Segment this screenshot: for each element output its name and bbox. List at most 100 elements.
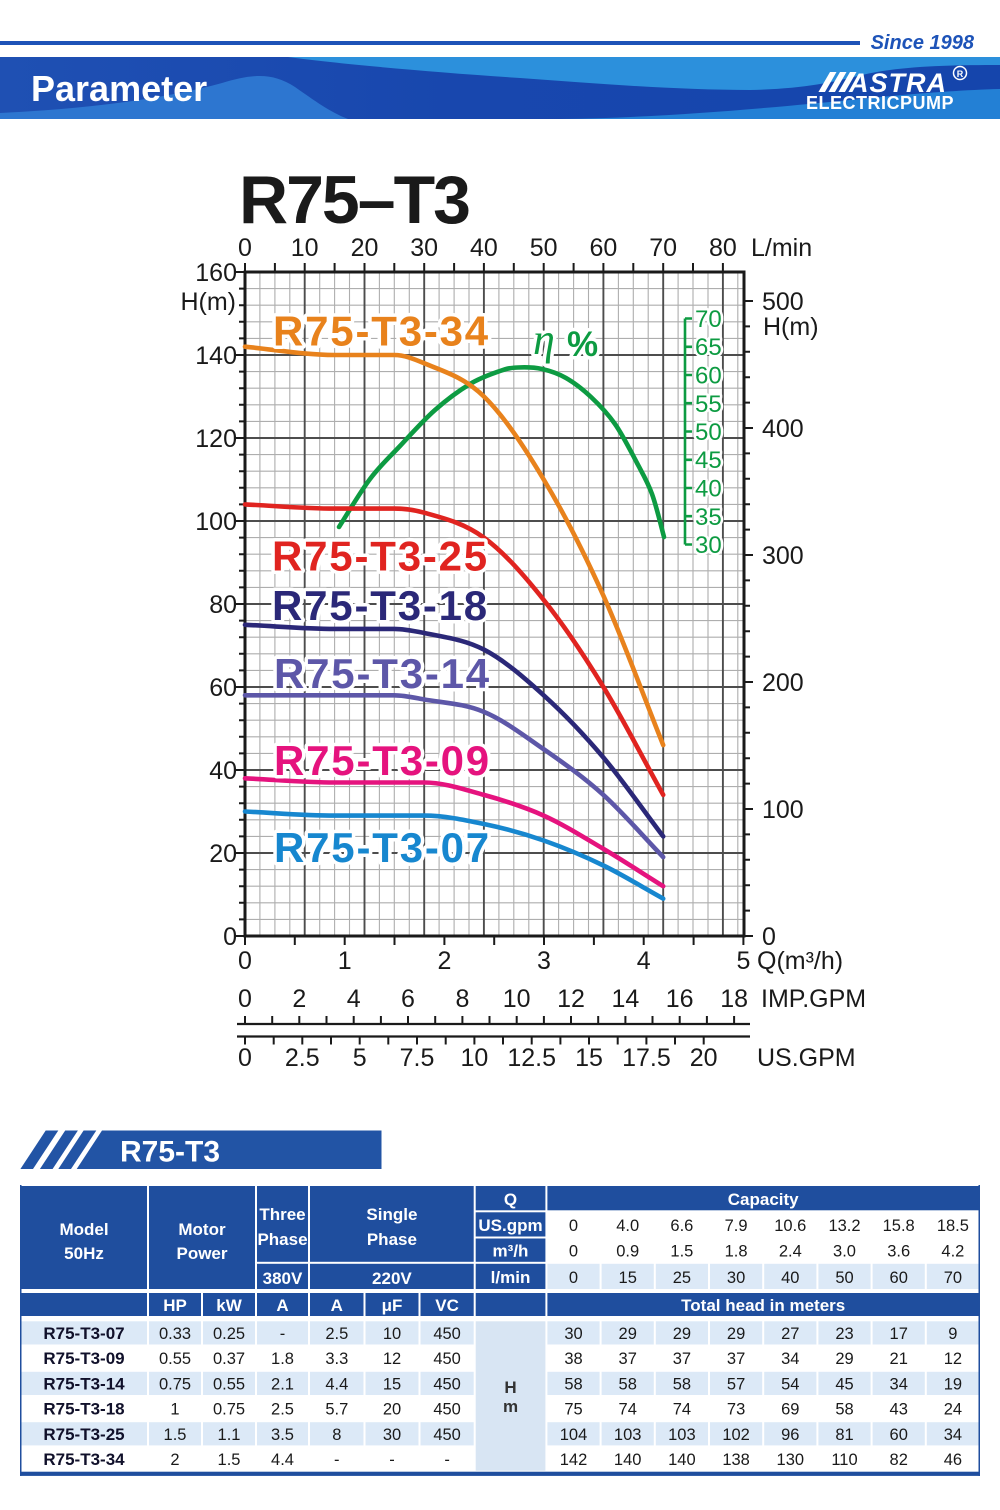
svg-text:US.gpm: US.gpm [478,1216,542,1235]
svg-text:0: 0 [238,1044,252,1072]
svg-text:0.75: 0.75 [213,1401,245,1419]
svg-text:17.5: 17.5 [622,1044,671,1072]
svg-text:20: 20 [690,1044,718,1072]
svg-text:0.55: 0.55 [213,1375,245,1393]
svg-text:Parameter: Parameter [31,68,207,109]
svg-text:ASTRA: ASTRA [848,68,947,98]
svg-text:35: 35 [695,504,722,531]
svg-text:17: 17 [890,1325,908,1343]
svg-text:0.55: 0.55 [159,1350,191,1368]
svg-text:29: 29 [835,1350,853,1368]
svg-text:0.37: 0.37 [213,1350,245,1368]
svg-text:4: 4 [637,947,651,975]
svg-text:0.9: 0.9 [616,1243,639,1261]
svg-text:R75-T3-18: R75-T3-18 [272,582,489,629]
svg-text:-: - [334,1451,340,1469]
svg-text:220V: 220V [372,1269,412,1288]
svg-text:25: 25 [673,1269,691,1287]
svg-text:R75-T3-14: R75-T3-14 [43,1374,125,1393]
svg-text:12: 12 [557,985,585,1013]
svg-text:50: 50 [695,419,722,446]
svg-text:Three: Three [259,1205,305,1224]
svg-text:58: 58 [564,1375,582,1393]
svg-text:10: 10 [383,1325,401,1343]
svg-text:%: % [567,325,598,364]
svg-text:34: 34 [781,1350,799,1368]
svg-text:74: 74 [673,1401,691,1419]
svg-text:15.8: 15.8 [883,1217,915,1235]
svg-text:m³/h: m³/h [493,1242,529,1261]
svg-text:2: 2 [292,985,306,1013]
svg-text:45: 45 [835,1375,853,1393]
svg-text:450: 450 [433,1350,461,1368]
svg-text:0: 0 [569,1243,578,1261]
svg-text:24: 24 [944,1401,962,1419]
svg-text:50Hz: 50Hz [64,1244,104,1263]
svg-text:Single: Single [366,1205,417,1224]
svg-text:μF: μF [382,1296,403,1315]
svg-text:1.8: 1.8 [725,1243,748,1261]
svg-text:20: 20 [383,1401,401,1419]
svg-text:R75-T3-09: R75-T3-09 [274,737,491,784]
svg-text:kW: kW [216,1296,242,1315]
svg-text:3.3: 3.3 [325,1350,348,1368]
svg-text:1.5: 1.5 [670,1243,693,1261]
svg-text:4.0: 4.0 [616,1217,639,1235]
svg-text:45: 45 [695,447,722,474]
svg-text:29: 29 [727,1325,745,1343]
svg-text:12.5: 12.5 [507,1044,556,1072]
svg-text:Q(m³/h): Q(m³/h) [757,947,843,975]
svg-text:34: 34 [890,1375,908,1393]
svg-text:1: 1 [338,947,352,975]
svg-text:19: 19 [944,1375,962,1393]
svg-text:30: 30 [564,1325,582,1343]
svg-text:70: 70 [649,234,677,262]
svg-text:8: 8 [332,1426,341,1444]
svg-text:3.5: 3.5 [271,1426,294,1444]
svg-text:82: 82 [890,1451,908,1469]
svg-text:1.1: 1.1 [218,1426,241,1444]
svg-text:20: 20 [209,840,237,868]
svg-text:450: 450 [433,1426,461,1444]
svg-text:57: 57 [727,1375,745,1393]
svg-text:US.GPM: US.GPM [757,1044,856,1072]
svg-text:7.5: 7.5 [400,1044,435,1072]
svg-text:69: 69 [781,1401,799,1419]
svg-text:VC: VC [435,1296,459,1315]
svg-text:100: 100 [195,508,237,536]
svg-text:4.4: 4.4 [271,1451,294,1469]
svg-text:110: 110 [831,1451,857,1469]
svg-text:H(m): H(m) [180,288,236,316]
svg-text:A: A [276,1296,288,1315]
svg-text:380V: 380V [263,1269,303,1288]
svg-text:R75-T3-09: R75-T3-09 [43,1349,124,1368]
svg-text:30: 30 [695,532,722,559]
svg-text:2: 2 [437,947,451,975]
svg-text:1.5: 1.5 [164,1426,187,1444]
svg-text:50: 50 [530,234,558,262]
svg-text:60: 60 [890,1426,908,1444]
svg-text:R75-T3-18: R75-T3-18 [43,1400,124,1419]
svg-text:0: 0 [569,1217,578,1235]
svg-text:15: 15 [383,1375,401,1393]
svg-text:46: 46 [944,1451,962,1469]
svg-text:1.5: 1.5 [218,1451,241,1469]
svg-text:5.7: 5.7 [325,1401,348,1419]
svg-text:R75-T3-25: R75-T3-25 [43,1425,124,1444]
svg-text:37: 37 [673,1350,691,1368]
svg-text:15: 15 [619,1269,637,1287]
svg-text:80: 80 [209,591,237,619]
svg-text:40: 40 [695,476,722,503]
svg-text:0: 0 [238,947,252,975]
svg-text:Phase: Phase [367,1230,417,1249]
svg-text:H(m): H(m) [763,313,819,341]
svg-text:103: 103 [614,1426,642,1444]
svg-text:58: 58 [619,1375,637,1393]
svg-text:200: 200 [762,669,804,697]
svg-text:138: 138 [722,1451,750,1469]
svg-text:R: R [957,69,964,79]
svg-text:10: 10 [503,985,531,1013]
svg-text:30: 30 [383,1426,401,1444]
svg-text:0: 0 [238,985,252,1013]
svg-text:3.6: 3.6 [887,1243,910,1261]
